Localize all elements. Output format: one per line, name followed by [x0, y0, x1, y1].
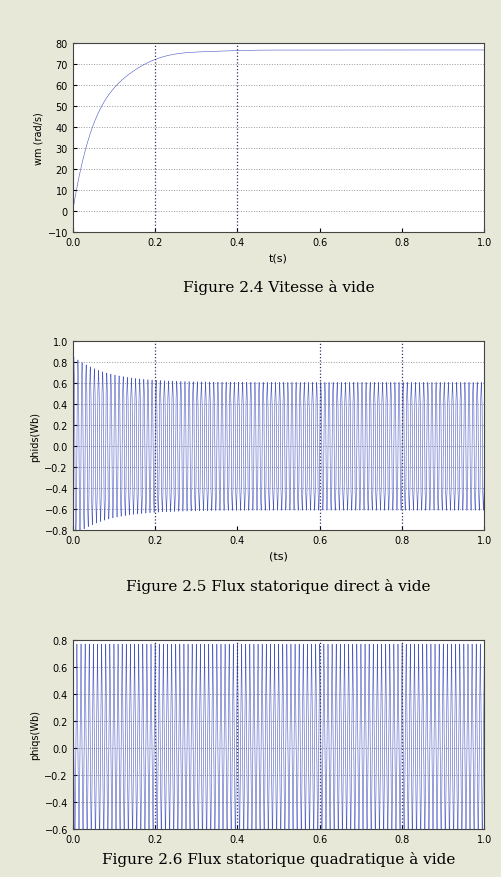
Y-axis label: wm (rad/s): wm (rad/s) [34, 111, 43, 165]
X-axis label: t(s): t(s) [269, 253, 288, 263]
Text: Figure 2.5 Flux statorique direct à vide: Figure 2.5 Flux statorique direct à vide [126, 578, 430, 593]
Y-axis label: phids(Wb): phids(Wb) [30, 411, 40, 461]
Text: Figure 2.4 Vitesse à vide: Figure 2.4 Vitesse à vide [182, 280, 374, 295]
X-axis label: (ts): (ts) [269, 551, 288, 561]
Text: Figure 2.6 Flux statorique quadratique à vide: Figure 2.6 Flux statorique quadratique à… [102, 851, 454, 866]
Y-axis label: phiqs(Wb): phiqs(Wb) [30, 709, 40, 759]
